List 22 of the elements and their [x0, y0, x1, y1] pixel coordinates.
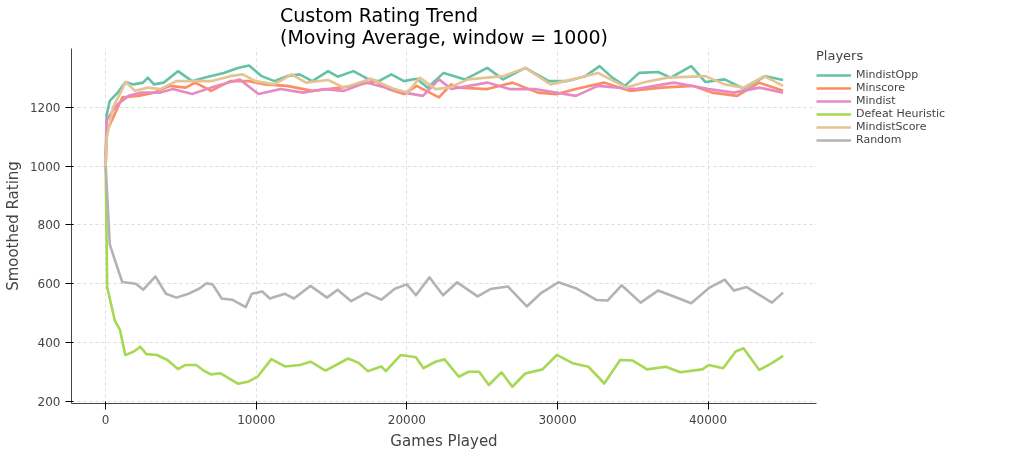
y-tick-label: 1200 [29, 100, 61, 115]
legend-label: Mindist [856, 94, 896, 107]
legend-title: Players [816, 48, 865, 63]
legend-label: MindistOpp [856, 68, 919, 81]
x-tick-label: 30000 [538, 412, 577, 427]
chart-title: Custom Rating Trend (Moving Average, window = 1000) [279, 3, 609, 48]
legend-label: Random [856, 133, 902, 146]
y-tick-label: 200 [37, 394, 61, 409]
x-axis-title: Games Played [390, 431, 498, 450]
y-axis-title: Smoothed Rating [3, 161, 22, 291]
legend-label: Minscore [856, 81, 906, 94]
line-series [104, 164, 785, 309]
y-tick-label: 1000 [29, 159, 61, 174]
legend-label: Defeat Heuristic [856, 107, 946, 120]
x-tick-label: 10000 [237, 412, 276, 427]
x-tick-label: 40000 [688, 412, 728, 427]
y-tick-label: 400 [37, 336, 61, 351]
legend-label: MindistScore [856, 120, 927, 133]
y-tick-label: 800 [37, 218, 61, 233]
y-tick-label: 600 [37, 277, 61, 292]
x-tick-label: 0 [101, 412, 110, 427]
x-tick-label: 20000 [387, 412, 426, 427]
